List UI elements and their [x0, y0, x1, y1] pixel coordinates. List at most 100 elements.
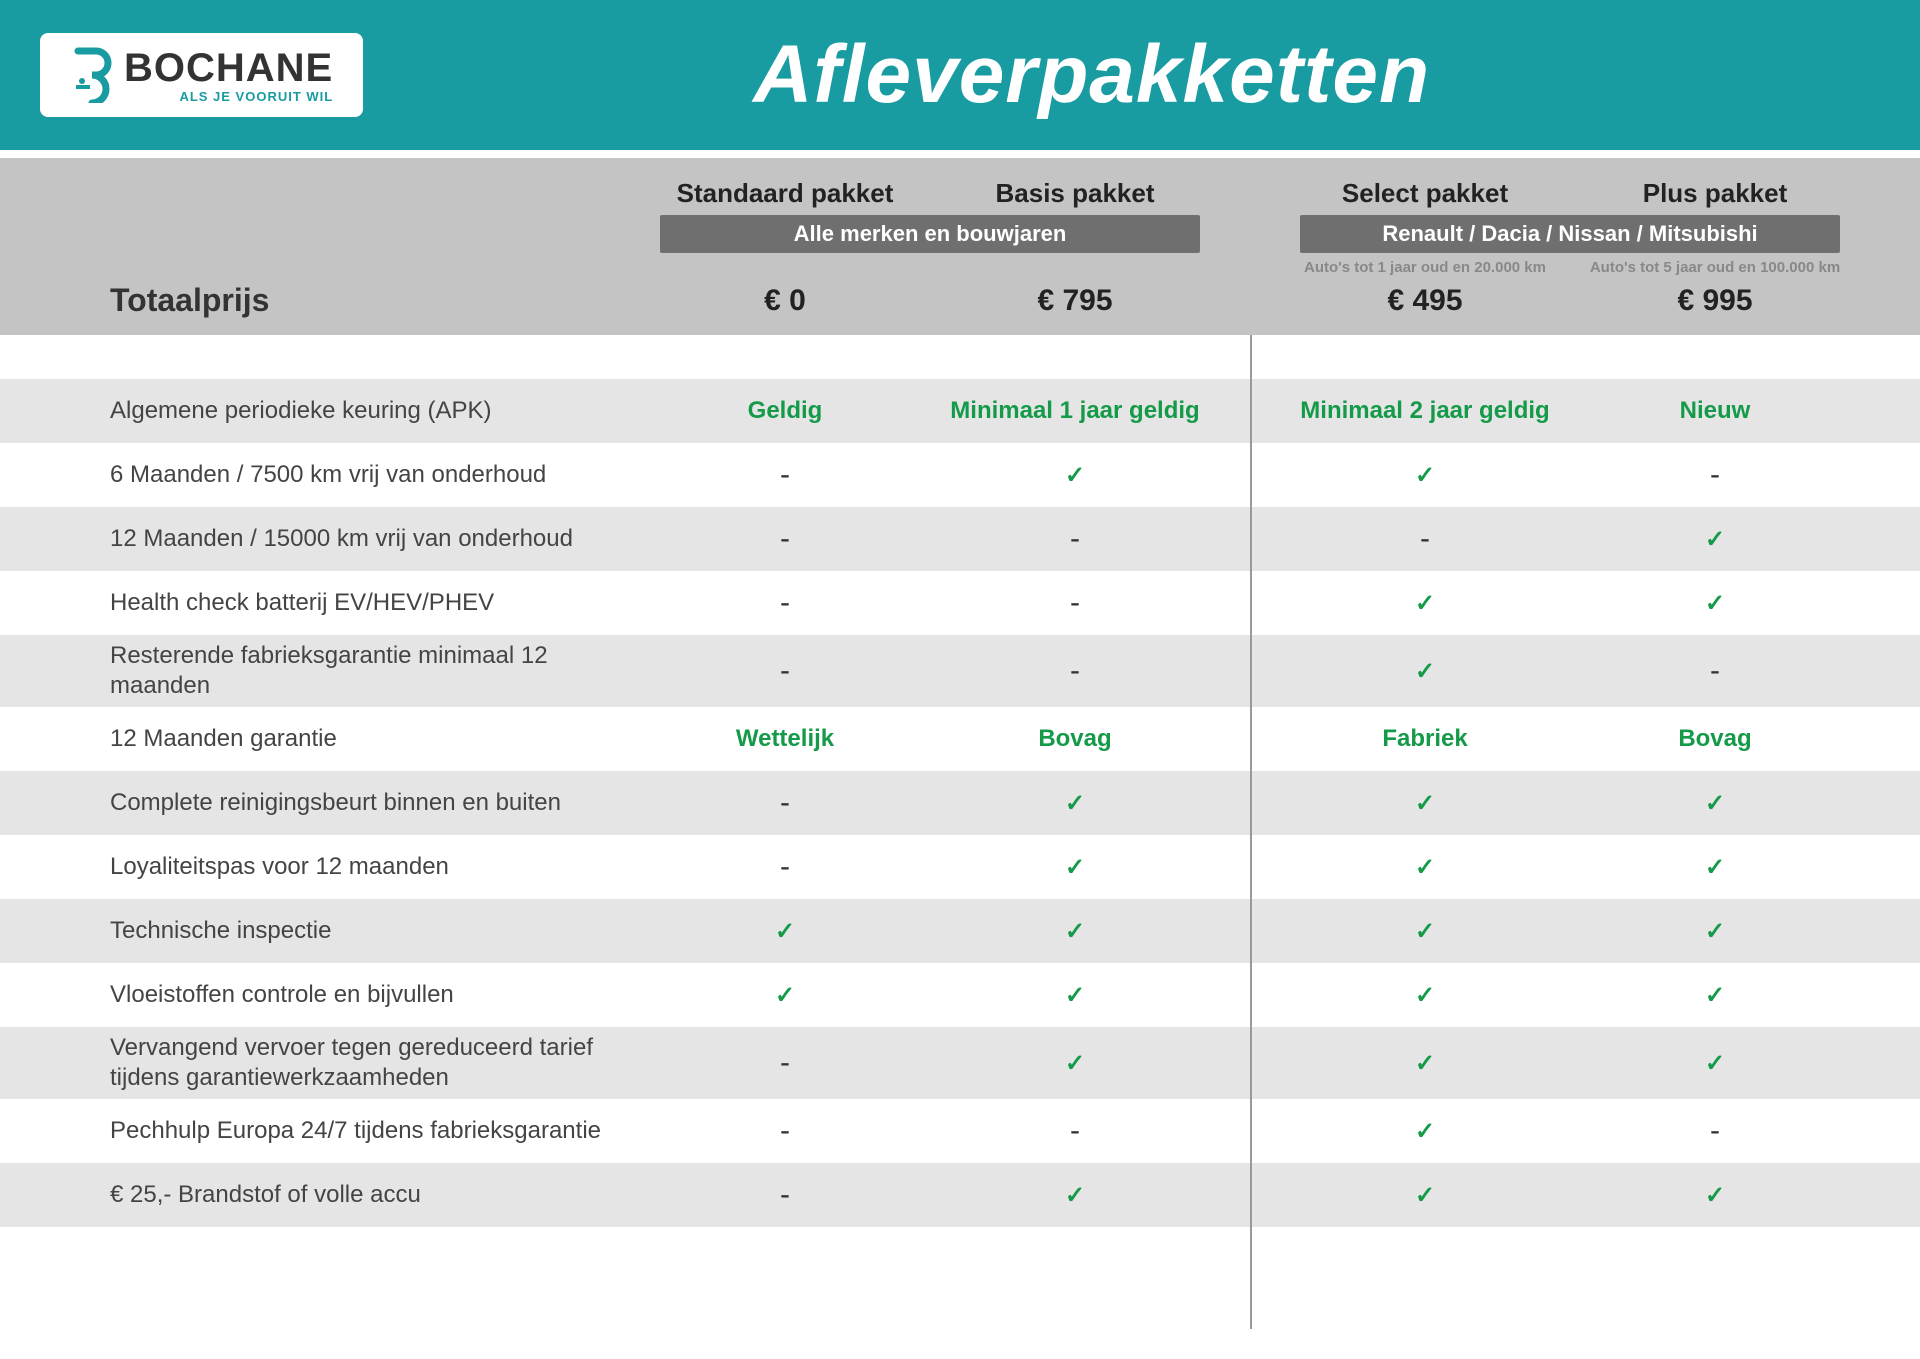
- feature-value: ✓: [930, 1049, 1220, 1078]
- check-icon: ✓: [1705, 918, 1725, 945]
- check-icon: ✓: [1705, 854, 1725, 881]
- pkg-name-select: Select pakket: [1280, 178, 1570, 209]
- totals-row: Totaalprijs € 0 € 795 € 495 € 995: [0, 282, 1920, 319]
- feature-value: Fabriek: [1280, 725, 1570, 753]
- feature-value: ✓: [1280, 981, 1570, 1010]
- note-plus: Auto's tot 5 jaar oud en 100.000 km: [1570, 259, 1860, 276]
- check-icon: ✓: [1705, 526, 1725, 553]
- logo-box: BOCHANE ALS JE VOORUIT WIL: [40, 33, 363, 117]
- dash-icon: -: [780, 1178, 790, 1211]
- check-icon: ✓: [1065, 790, 1085, 817]
- dash-icon: -: [780, 654, 790, 687]
- feature-value: ✓: [640, 917, 930, 946]
- feature-value: Nieuw: [1570, 397, 1860, 425]
- dash-icon: -: [780, 586, 790, 619]
- feature-value: Minimaal 2 jaar geldig: [1280, 397, 1570, 425]
- pkg-name-basis: Basis pakket: [930, 178, 1220, 209]
- feature-value: ✓: [930, 981, 1220, 1010]
- feature-value: Minimaal 1 jaar geldig: [930, 397, 1220, 425]
- feature-value: ✓: [930, 1181, 1220, 1210]
- header-bar: BOCHANE ALS JE VOORUIT WIL Afleverpakket…: [0, 0, 1920, 150]
- feature-value: -: [640, 1048, 930, 1079]
- feature-value: ✓: [930, 789, 1220, 818]
- feature-row: 6 Maanden / 7500 km vrij van onderhoud-✓…: [0, 443, 1920, 507]
- check-icon: ✓: [1065, 854, 1085, 881]
- dash-icon: -: [1070, 522, 1080, 555]
- dash-icon: -: [1070, 586, 1080, 619]
- feature-value: ✓: [1280, 917, 1570, 946]
- check-icon: ✓: [1065, 1050, 1085, 1077]
- feature-row: Complete reinigingsbeurt binnen en buite…: [0, 771, 1920, 835]
- feature-value: -: [1280, 524, 1570, 555]
- feature-value: -: [640, 460, 930, 491]
- brand-name: BOCHANE: [124, 48, 333, 88]
- feature-value: ✓: [1280, 589, 1570, 618]
- spacer: [0, 335, 1920, 379]
- check-icon: ✓: [1415, 790, 1435, 817]
- feature-value: -: [930, 1116, 1220, 1147]
- page: BOCHANE ALS JE VOORUIT WIL Afleverpakket…: [0, 0, 1920, 1359]
- feature-label: Resterende fabrieksgarantie minimaal 12 …: [0, 635, 640, 707]
- check-icon: ✓: [1065, 462, 1085, 489]
- check-icon: ✓: [1415, 1118, 1435, 1145]
- feature-label: Loyaliteitspas voor 12 maanden: [0, 846, 640, 888]
- check-icon: ✓: [1415, 854, 1435, 881]
- check-icon: ✓: [1415, 462, 1435, 489]
- dash-icon: -: [780, 1114, 790, 1147]
- check-icon: ✓: [1705, 1050, 1725, 1077]
- check-icon: ✓: [1705, 982, 1725, 1009]
- dash-icon: -: [780, 850, 790, 883]
- feature-rows: Algemene periodieke keuring (APK)GeldigM…: [0, 379, 1920, 1227]
- feature-row: Pechhulp Europa 24/7 tijdens fabrieksgar…: [0, 1099, 1920, 1163]
- feature-value: ✓: [1570, 589, 1860, 618]
- feature-row: € 25,- Brandstof of volle accu - ✓ ✓ ✓: [0, 1163, 1920, 1227]
- dash-icon: -: [780, 1046, 790, 1079]
- feature-value: ✓: [930, 853, 1220, 882]
- feature-label: Algemene periodieke keuring (APK): [0, 390, 640, 432]
- feature-row: Health check batterij EV/HEV/PHEV - - ✓ ✓: [0, 571, 1920, 635]
- feature-row: 12 Maanden / 15000 km vrij van onderhoud…: [0, 507, 1920, 571]
- feature-row: Technische inspectie✓✓✓✓: [0, 899, 1920, 963]
- dash-icon: -: [1070, 654, 1080, 687]
- feature-value: ✓: [1570, 1049, 1860, 1078]
- feature-value: ✓: [1570, 525, 1860, 554]
- feature-value: ✓: [1570, 853, 1860, 882]
- feature-value: -: [930, 588, 1220, 619]
- check-icon: ✓: [1415, 590, 1435, 617]
- feature-value: -: [640, 1116, 930, 1147]
- feature-value: -: [640, 524, 930, 555]
- feature-value: ✓: [1280, 1181, 1570, 1210]
- pkg-name-plus: Plus pakket: [1570, 178, 1860, 209]
- check-icon: ✓: [1415, 658, 1435, 685]
- dash-icon: -: [1070, 1114, 1080, 1147]
- feature-row: Loyaliteitspas voor 12 maanden - ✓ ✓ ✓: [0, 835, 1920, 899]
- feature-value: -: [640, 852, 930, 883]
- dash-icon: -: [780, 786, 790, 819]
- logo-icon: [70, 47, 112, 103]
- logo-text: BOCHANE ALS JE VOORUIT WIL: [124, 48, 333, 103]
- price-standard: € 0: [640, 284, 930, 318]
- feature-value: -: [640, 656, 930, 687]
- feature-value: ✓: [930, 461, 1220, 490]
- check-icon: ✓: [775, 982, 795, 1009]
- feature-value: -: [1570, 1116, 1860, 1147]
- check-icon: ✓: [1705, 790, 1725, 817]
- feature-label: Vloeistoffen controle en bijvullen: [0, 974, 640, 1016]
- feature-value: -: [1570, 460, 1860, 491]
- feature-value: -: [1570, 656, 1860, 687]
- feature-label: € 25,- Brandstof of volle accu: [0, 1174, 640, 1216]
- note-select: Auto's tot 1 jaar oud en 20.000 km: [1280, 259, 1570, 276]
- feature-label: Health check batterij EV/HEV/PHEV: [0, 582, 640, 624]
- feature-row: Vervangend vervoer tegen gereduceerd tar…: [0, 1027, 1920, 1099]
- price-plus: € 995: [1570, 284, 1860, 318]
- feature-label: 12 Maanden / 15000 km vrij van onderhoud: [0, 518, 640, 560]
- feature-value: -: [640, 588, 930, 619]
- check-icon: ✓: [1705, 1182, 1725, 1209]
- feature-value: Bovag: [1570, 725, 1860, 753]
- dash-icon: -: [780, 522, 790, 555]
- feature-value: ✓: [1280, 657, 1570, 686]
- totals-label: Totaalprijs: [0, 282, 640, 319]
- feature-value: ✓: [1280, 853, 1570, 882]
- price-basis: € 795: [930, 284, 1220, 318]
- check-icon: ✓: [1415, 918, 1435, 945]
